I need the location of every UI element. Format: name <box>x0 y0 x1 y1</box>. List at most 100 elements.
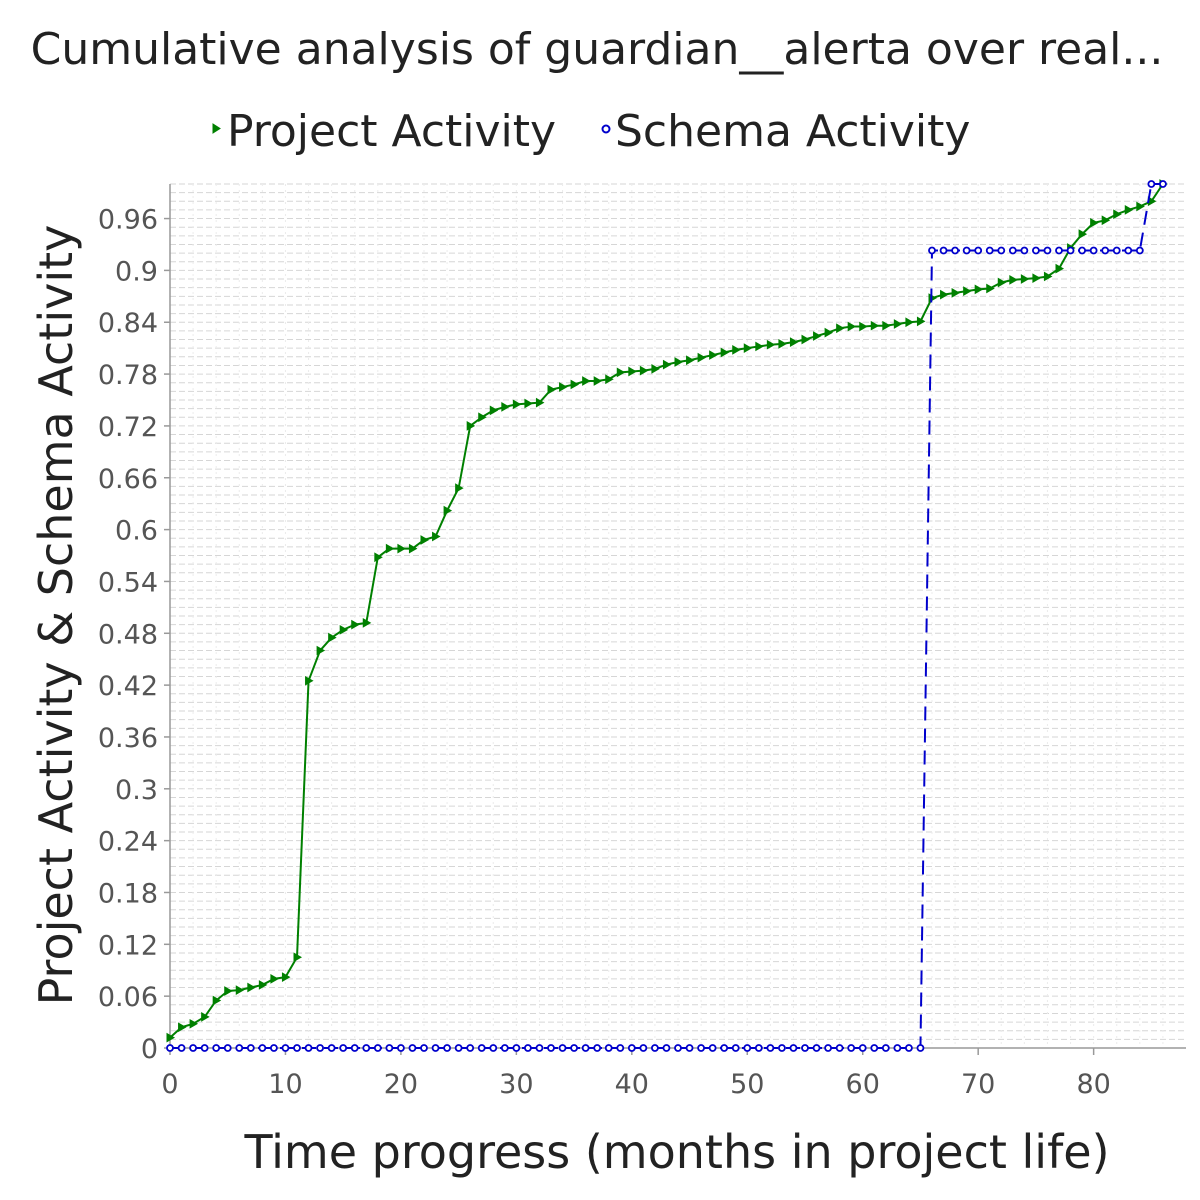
y-tick-label: 0.06 <box>98 982 158 1013</box>
schema-activity-point <box>697 1044 705 1052</box>
schema-activity-point <box>627 1044 636 1052</box>
project-activity-point <box>316 645 326 656</box>
project-activity-point <box>1090 218 1099 228</box>
y-tick-label: 0.96 <box>98 205 158 236</box>
schema-activity-point <box>662 1044 671 1052</box>
x-tick-label: 60 <box>846 1069 880 1100</box>
project-activity-point <box>824 327 834 338</box>
schema-activity-point <box>524 1044 532 1052</box>
schema-activity-point <box>778 1044 786 1052</box>
x-tick-label: 0 <box>161 1069 178 1100</box>
schema-activity-point <box>962 246 971 255</box>
schema-activity-point <box>766 1044 775 1052</box>
project-activity-point <box>951 287 961 298</box>
y-tick-label: 0.84 <box>98 308 158 339</box>
chart-legend: Project Activity Schema Activity <box>212 106 970 157</box>
project-activity-point <box>270 974 279 984</box>
x-tick-label: 70 <box>961 1069 995 1100</box>
schema-activity-point <box>235 1044 244 1052</box>
project-activity-series <box>166 179 1168 1043</box>
schema-activity-point <box>824 1044 832 1052</box>
schema-activity-point <box>339 1044 348 1052</box>
schema-activity-point <box>812 1044 821 1052</box>
y-tick-label: 0.12 <box>98 930 158 961</box>
project-activity-point <box>928 293 938 303</box>
schema-activity-point <box>743 1044 752 1052</box>
schema-activity-point <box>789 1044 798 1052</box>
y-tick-label: 0.66 <box>98 464 158 495</box>
schema-activity-point <box>420 1044 428 1052</box>
schema-activity-point <box>731 1044 740 1052</box>
project-activity-point <box>178 1022 187 1033</box>
schema-activity-point <box>674 1044 682 1052</box>
project-activity-point <box>547 384 557 395</box>
project-activity-point <box>859 321 868 332</box>
project-activity-point <box>997 277 1007 288</box>
schema-activity-point <box>685 1044 694 1052</box>
schema-activity-series <box>166 180 1167 1052</box>
schema-activity-point <box>593 1044 602 1052</box>
schema-activity-point <box>327 1044 336 1052</box>
project-activity-point <box>281 972 291 983</box>
schema-activity-point <box>1159 180 1167 188</box>
schema-activity-point <box>1124 246 1133 255</box>
grid-lines <box>170 183 1186 1048</box>
project-activity-point <box>1136 201 1145 212</box>
project-activity-point <box>559 382 568 392</box>
chart-title: Cumulative analysis of guardian__alerta … <box>31 24 1164 75</box>
project-activity-point <box>813 331 822 341</box>
y-tick-label: 0.48 <box>98 619 158 650</box>
schema-activity-point <box>651 1044 659 1052</box>
schema-activity-point <box>1135 246 1144 255</box>
project-activity-point <box>801 334 811 345</box>
y-tick-label: 0.6 <box>115 516 158 547</box>
schema-activity-point <box>1008 246 1017 255</box>
project-activity-point <box>720 347 730 358</box>
schema-activity-point <box>708 1044 717 1052</box>
project-activity-point <box>697 352 707 363</box>
schema-activity-point <box>720 1044 729 1052</box>
project-activity-point <box>524 398 533 409</box>
project-activity-point <box>1078 229 1088 239</box>
project-activity-point <box>339 624 349 635</box>
schema-activity-point <box>1032 246 1040 255</box>
x-tick-label: 80 <box>1076 1069 1110 1100</box>
project-activity-point <box>593 376 603 386</box>
y-tick-label: 0.78 <box>98 360 158 391</box>
schema-activity-point <box>408 1044 417 1052</box>
schema-activity-point <box>316 1044 324 1052</box>
schema-activity-point <box>870 1044 879 1052</box>
schema-activity-point <box>431 1044 440 1052</box>
project-activity-point <box>258 980 268 990</box>
schema-activity-point <box>801 1044 809 1052</box>
x-tick-label: 50 <box>730 1069 764 1100</box>
schema-activity-point <box>835 1044 844 1052</box>
project-activity-point <box>432 531 441 542</box>
project-activity-point <box>455 483 464 493</box>
y-tick-label: 0.72 <box>98 412 158 443</box>
project-activity-point <box>201 1012 210 1022</box>
schema-activity-point <box>1020 246 1029 255</box>
x-axis-ticks: 0 10 20 30 40 50 60 70 80 <box>161 1048 1111 1100</box>
project-activity-point <box>397 543 406 554</box>
project-activity-point <box>916 316 926 327</box>
project-activity-point <box>882 320 891 331</box>
project-activity-point <box>755 341 764 352</box>
project-activity-point <box>582 376 591 386</box>
project-activity-point <box>1101 215 1111 226</box>
schema-activity-point <box>997 246 1006 255</box>
project-activity-point <box>651 364 660 374</box>
project-activity-point <box>501 402 510 412</box>
schema-activity-point <box>905 1044 913 1052</box>
schema-activity-point <box>304 1044 313 1052</box>
project-activity-point <box>986 283 995 294</box>
project-activity-point <box>1055 263 1065 274</box>
project-activity-point <box>247 982 256 993</box>
schema-activity-point <box>466 1044 475 1052</box>
project-activity-point <box>512 399 522 410</box>
project-activity-point <box>963 286 972 297</box>
schema-activity-point <box>974 246 983 255</box>
y-tick-label: 0.36 <box>98 723 158 754</box>
project-activity-point <box>293 952 303 963</box>
schema-activity-point <box>570 1044 578 1052</box>
